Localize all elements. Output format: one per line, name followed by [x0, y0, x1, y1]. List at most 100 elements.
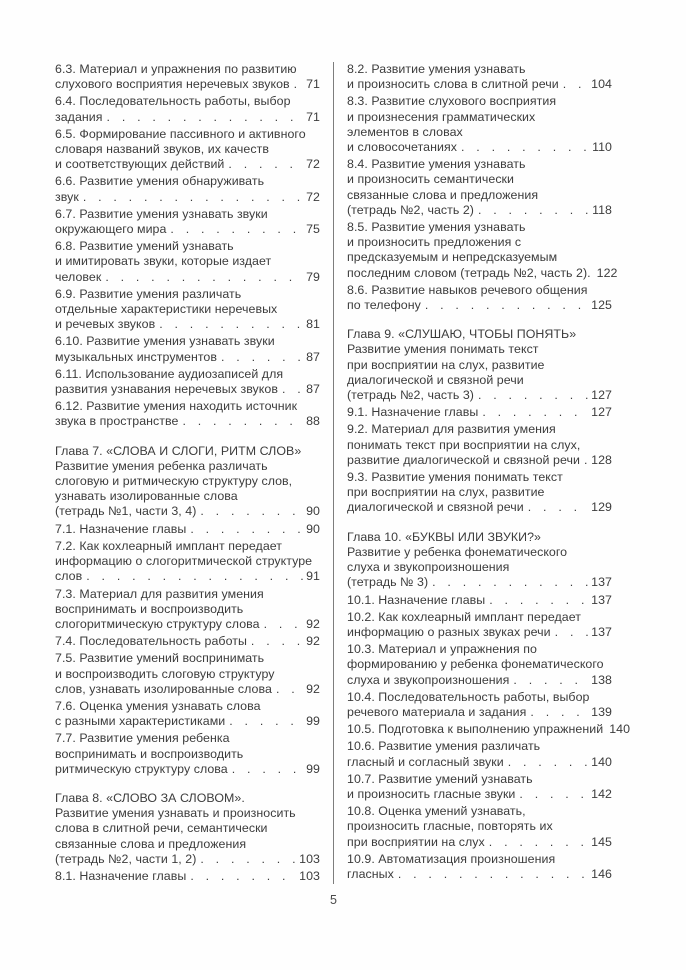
toc-entry-line: Глава 9. «СЛУШАЮ, ЧТОБЫ ПОНЯТЬ» — [347, 327, 577, 342]
toc-entry-lastline: 8.1. Назначение главы. . . . . . . . . .… — [55, 869, 320, 884]
toc-entry-lastline: слуха и звукопроизношения. . . . . . . .… — [347, 673, 612, 688]
toc-entry-lastline: (тетрадь №2, часть 2). . . . . . . . . .… — [347, 203, 612, 218]
toc-entry-line: 7.5. Развитие умений воспринимать — [55, 651, 265, 666]
toc-entry-lastline: развития узнавания неречевых звуков. . .… — [55, 382, 320, 397]
toc-entry-lastline: речевого материала и задания. . . . . . … — [347, 705, 612, 720]
toc-chapter-entry: Глава 9. «СЛУШАЮ, ЧТОБЫ ПОНЯТЬ» Развитие … — [347, 327, 612, 403]
dot-leader: . . . . . . . . . . . . . . . . . . . . … — [488, 834, 589, 849]
toc-page-ref: 125 — [591, 298, 612, 313]
toc-page-ref: 146 — [591, 866, 612, 881]
toc-page-ref: 99 — [306, 714, 320, 729]
toc-entry-line: Развитие у ребенка фонематического — [347, 544, 568, 559]
toc-entry-lastline: (тетрадь №2, часть 3). . . . . . . . . .… — [347, 388, 612, 403]
toc-entry-lastline: звука в пространстве. . . . . . . . . . … — [55, 414, 320, 429]
toc-page-ref: 104 — [591, 77, 612, 92]
toc-entry-lastline: 7.4. Последовательность работы. . . . . … — [55, 634, 320, 649]
toc-entry: 10.6. Развитие умения различать гласный и… — [347, 739, 612, 769]
toc-entry-line: 10.2. Как кохлеарный имплант передает — [347, 609, 581, 624]
dot-leader: . . . . . . . . . . . . . . . . . . . . … — [397, 866, 589, 881]
toc-entry: 7.6. Оценка умения узнавать слова с разны… — [55, 699, 320, 729]
toc-page-ref: 110 — [592, 140, 612, 155]
toc-entry: 8.5. Развитие умения узнавать и произноси… — [347, 220, 617, 281]
toc-entry-lastline: и произносить гласные звуки. . . . . . .… — [347, 787, 612, 802]
toc-page-ref: 137 — [591, 592, 612, 607]
toc-entry-line: 6.9. Развитие умения различать — [55, 286, 242, 301]
toc-entry: 7.3. Материал для развития умения восприн… — [55, 587, 320, 633]
toc-entry-line: и соответствующих действий — [55, 157, 225, 172]
toc-entry-line: 6.4. Последовательность работы, выбор — [55, 94, 291, 109]
dot-leader: . . . . . . . . . . . . . . . . . . . . … — [554, 624, 590, 639]
dot-leader: . . . . . . . . . . . . . . . . . . . . … — [200, 504, 304, 519]
dot-leader: . . . . . . . . . . . . . . . . . . . . … — [477, 202, 590, 217]
toc-entry: 6.8. Развитие умений узнавать и имитирова… — [55, 239, 320, 285]
toc-entry-lastline: и речевых звуков. . . . . . . . . . . . … — [55, 317, 320, 332]
dot-leader: . . . . . . . . . . . . . . . . . . . . … — [527, 500, 589, 515]
toc-page-ref: 91 — [306, 569, 320, 584]
toc-entry-line: (тетрадь №2, части 1, 2) — [55, 851, 197, 866]
toc-entry-line: и произносить предложения с — [347, 235, 522, 250]
toc-page-ref: 129 — [591, 500, 612, 515]
toc-entry-line: слухового восприятия неречевых звуков — [55, 77, 290, 92]
toc-entry-lastline: развитие диалогической и связной речи . .… — [347, 453, 612, 468]
toc-entry-line: 9.3. Развитие умения понимать текст — [347, 470, 563, 485]
toc-entry-lastline: ритмическую структуру слова. . . . . . .… — [55, 762, 320, 777]
toc-entry-lastline: слогоритмическую структуру слова. . . . … — [55, 617, 320, 632]
toc-page-ref: 140 — [609, 722, 631, 737]
toc-entry-line: слов, узнавать изолированные слова — [55, 681, 272, 696]
toc-entry-lastline: звук. . . . . . . . . . . . . . . . . . … — [55, 190, 320, 205]
dot-leader: . . . . . . . . . . . . . . . . . . . . … — [228, 157, 304, 172]
toc-entry-line: предсказуемым и непредсказуемым — [347, 250, 558, 265]
toc-entry-line: 10.4. Последовательность работы, выбор — [347, 689, 590, 704]
dot-leader: . . . . . . . . . . . . . . . . . . . . … — [105, 269, 304, 284]
toc-entry-lastline: (тетрадь № 3). . . . . . . . . . . . . .… — [347, 575, 612, 590]
toc-entry-lastline: слов. . . . . . . . . . . . . . . . . . … — [55, 569, 320, 584]
toc-entry-line: 9.1. Назначение главы — [347, 405, 479, 420]
toc-page-ref: 92 — [306, 634, 320, 649]
toc-page-ref: 90 — [306, 504, 320, 519]
toc-entry-lastline: (тетрадь №1, части 3, 4). . . . . . . . … — [55, 504, 320, 519]
dot-leader: . . . . . . . . . . . . . . . . . . . . … — [530, 704, 589, 719]
toc-entry-line: Развитие умения понимать текст — [347, 342, 539, 357]
toc-entry-line: при восприятии на слух, развитие — [347, 485, 545, 500]
dot-leader: . . . . . . . . . . . . . . . . . . . . … — [190, 868, 297, 883]
page-number: 5 — [330, 893, 337, 907]
toc-entry-line: и произнесения грамматических — [347, 109, 536, 124]
toc-entry: 7.7. Развитие умения ребенка воспринимать… — [55, 731, 320, 777]
toc-entry-line: с разными характеристиками — [55, 714, 226, 729]
toc-entry-line: понимать текст при восприятии на слух, — [347, 437, 581, 452]
toc-page-ref: 118 — [592, 202, 612, 217]
toc-entry-line: Развитие умения ребенка различать — [55, 458, 268, 473]
toc-entry-line: 6.6. Развитие умения обнаруживать — [55, 174, 265, 189]
toc-entry-line: и произносить слова в слитной речи — [347, 77, 559, 92]
toc-page-ref: 140 — [591, 754, 612, 769]
dot-leader: . . . . . . . . . . . . . . . . . . . . … — [159, 317, 305, 332]
toc-entry-line: 6.5. Формирование пассивного и активного — [55, 126, 306, 141]
toc-entry-line: речевого материала и задания — [347, 704, 527, 719]
toc-entry-lastline: 10.1. Назначение главы. . . . . . . . . … — [347, 593, 612, 608]
toc-page-ref: 99 — [306, 761, 320, 776]
toc-entry: 6.6. Развитие умения обнаруживать звук. .… — [55, 174, 320, 204]
toc-entry-line: слоговую и ритмическую структуру слов, — [55, 474, 293, 489]
toc-entry-lastline: 10.5. Подготовка к выполнению упражнений… — [347, 722, 630, 737]
toc-entry-line: 6.10. Развитие умения узнавать звуки — [55, 334, 275, 349]
toc-entry: 7.5. Развитие умений воспринимать и воспр… — [55, 651, 320, 697]
toc-entry-line: слова в слитной речи, семантически — [55, 821, 268, 836]
toc-entry-line: 8.1. Назначение главы — [55, 868, 187, 883]
toc-entry-line: человек — [55, 269, 102, 284]
toc-entry-lastline: гласный и согласный звуки. . . . . . . .… — [347, 755, 612, 770]
toc-entry-line: гласных — [347, 866, 394, 881]
toc-entry-lastline: человек. . . . . . . . . . . . . . . . .… — [55, 270, 320, 285]
toc-entry-line: 10.5. Подготовка к выполнению упражнений — [347, 722, 604, 737]
toc-page-ref: 137 — [591, 624, 612, 639]
toc-page-ref: 81 — [306, 317, 320, 332]
toc-page-ref: 72 — [306, 189, 320, 204]
toc-entry-line: по телефону — [347, 298, 421, 313]
toc-page-ref: 92 — [306, 616, 320, 631]
toc-page-ref: 122 — [596, 265, 618, 280]
toc-entry-lastline: 9.1. Назначение главы. . . . . . . . . .… — [347, 405, 612, 420]
toc-entry-line: связанные слова и предложения — [347, 187, 539, 202]
toc-entry-line: слов — [55, 569, 83, 584]
toc-entry-line: 7.4. Последовательность работы — [55, 634, 247, 649]
toc-chapter-entry: Глава 8. «СЛОВО ЗА СЛОВОМ». Развитие умен… — [55, 791, 320, 867]
toc-entry: 6.3. Материал и упражнения по развитию сл… — [55, 62, 320, 92]
